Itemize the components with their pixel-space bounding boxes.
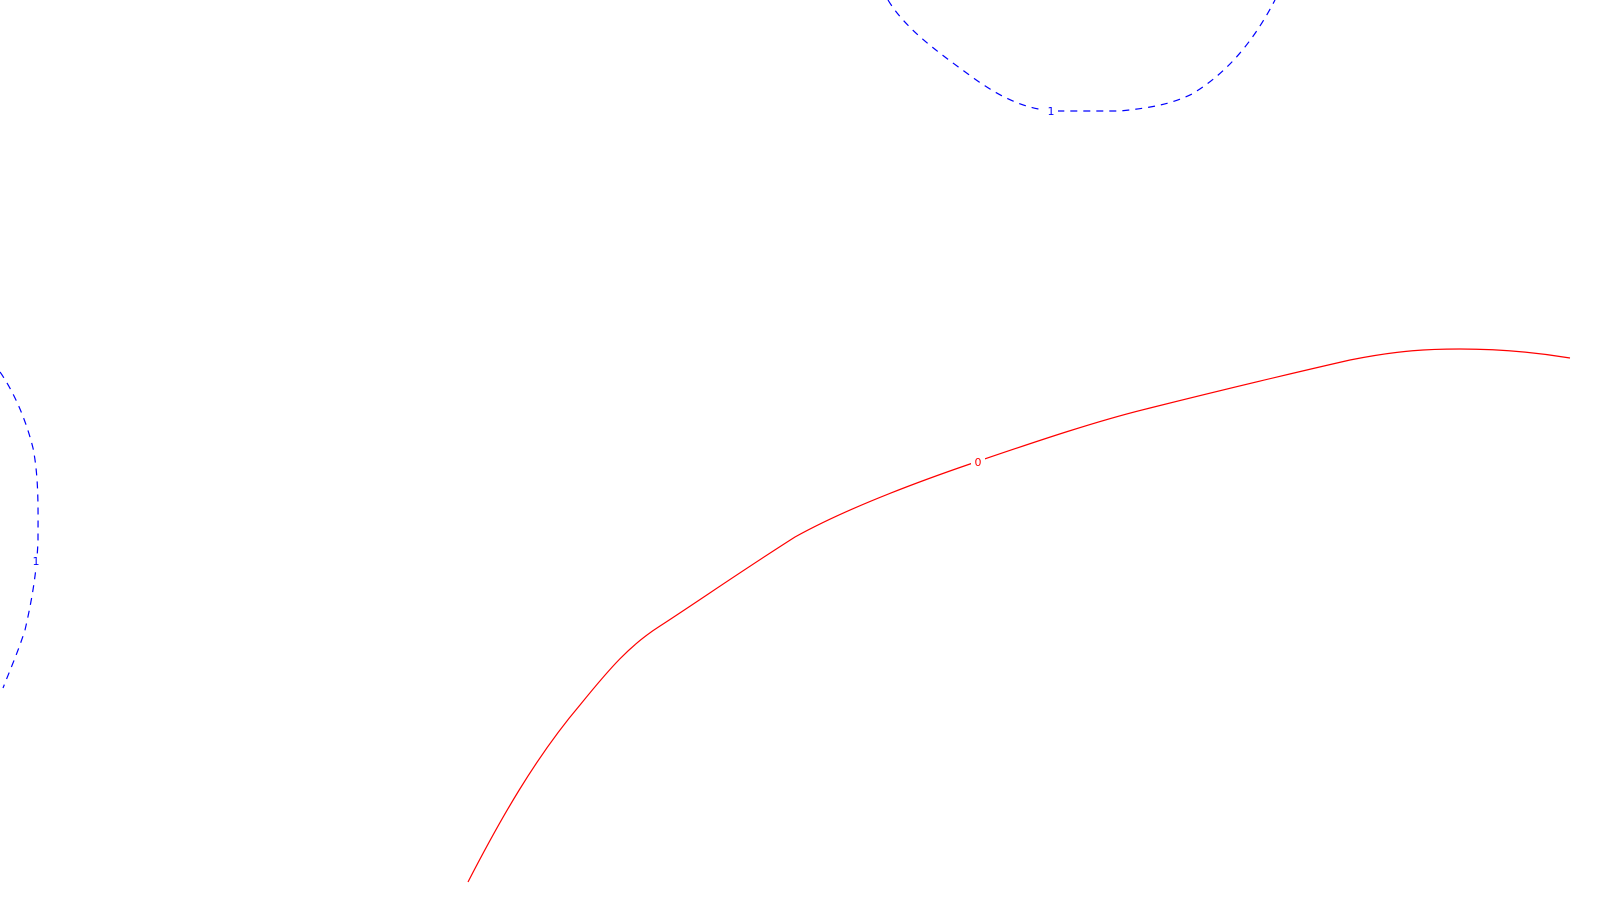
- contour-line-level-0: [467, 348, 1571, 883]
- contour-line-top-level-1: [887, 0, 1276, 112]
- contour-label-zero: 0: [975, 456, 982, 469]
- contour-label-top: 1: [1048, 105, 1055, 118]
- contour-line-left-level-1: [0, 371, 39, 689]
- contour-label-bg: [1044, 104, 1058, 117]
- contour-label-bg: [30, 554, 42, 567]
- contour-label-bg: [971, 455, 985, 468]
- contour-label-left: 1: [33, 555, 40, 568]
